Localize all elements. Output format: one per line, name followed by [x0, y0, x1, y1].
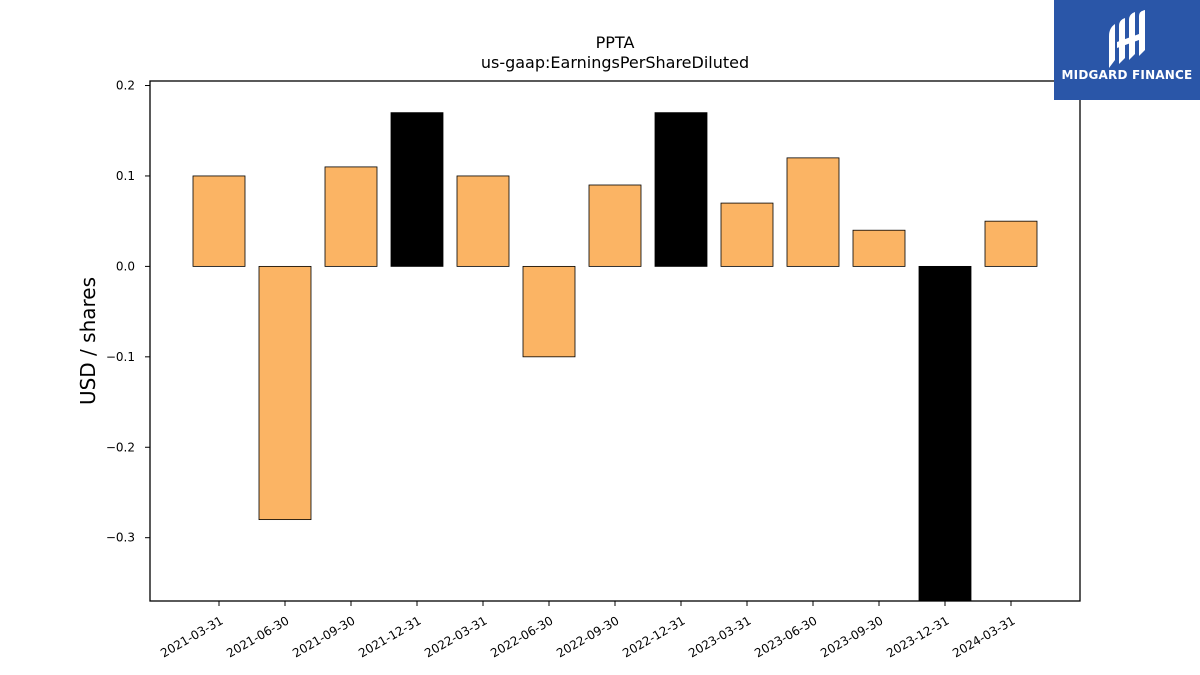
- x-tick-label: 2022-09-30: [554, 613, 621, 660]
- y-tick-label: 0.1: [116, 169, 135, 183]
- bar-2021-03-31: [192, 175, 246, 267]
- y-tick-label: 0.2: [116, 79, 135, 93]
- bar-2023-09-30: [852, 229, 906, 267]
- x-ticks: 2021-03-312021-06-302021-09-302021-12-31…: [158, 601, 1018, 660]
- bar-2021-09-30: [324, 166, 378, 267]
- bar-2022-03-31: [456, 175, 510, 267]
- bar-2021-12-31: [390, 112, 444, 267]
- x-tick-label: 2021-12-31: [356, 613, 423, 660]
- bar-2023-12-31: [918, 265, 972, 602]
- chart-title: PPTA: [596, 33, 635, 52]
- x-tick-label: 2023-12-31: [884, 613, 951, 660]
- bar-2022-12-31: [654, 112, 708, 267]
- bars-layer: [192, 112, 1038, 602]
- bar-2023-03-31: [720, 202, 774, 267]
- y-tick-label: 0.0: [116, 259, 135, 273]
- y-tick-label: −0.3: [106, 531, 135, 545]
- x-tick-label: 2023-09-30: [818, 613, 885, 660]
- chart-subtitle: us-gaap:EarningsPerShareDiluted: [481, 53, 749, 72]
- x-tick-label: 2023-06-30: [752, 613, 819, 660]
- y-tick-label: −0.2: [106, 440, 135, 454]
- x-tick-label: 2023-03-31: [686, 613, 753, 660]
- bar-2021-06-30: [258, 265, 312, 521]
- x-tick-label: 2022-03-31: [422, 613, 489, 660]
- midgard-finance-logo: MIDGARD FINANCE: [1054, 0, 1200, 100]
- x-tick-label: 2024-03-31: [950, 613, 1017, 660]
- logo-text: MIDGARD FINANCE: [1061, 68, 1193, 82]
- x-tick-label: 2022-06-30: [488, 613, 555, 660]
- x-tick-label: 2021-06-30: [224, 613, 291, 660]
- y-ticks: −0.3 −0.2 −0.1 0.0 0.1 0.2: [106, 79, 150, 545]
- x-tick-label: 2022-12-31: [620, 613, 687, 660]
- bar-2024-03-31: [984, 220, 1038, 267]
- bar-2022-06-30: [522, 265, 576, 358]
- x-tick-label: 2021-09-30: [290, 613, 357, 660]
- y-tick-label: −0.1: [106, 350, 135, 364]
- plot-frame: [149, 80, 1081, 602]
- midgard-logo-icon: [1109, 10, 1145, 68]
- bar-2022-09-30: [588, 184, 642, 267]
- bar-2023-06-30: [786, 157, 840, 267]
- y-axis-label: USD / shares: [76, 277, 100, 405]
- x-tick-label: 2021-03-31: [158, 613, 225, 660]
